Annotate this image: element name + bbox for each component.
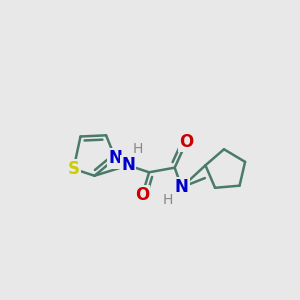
Text: H: H (163, 193, 173, 207)
Text: N: N (109, 149, 122, 167)
Text: O: O (135, 186, 149, 204)
Text: N: N (121, 156, 135, 174)
Text: O: O (179, 133, 194, 151)
Text: N: N (175, 178, 189, 196)
Text: S: S (68, 160, 80, 178)
Text: H: H (132, 142, 143, 156)
